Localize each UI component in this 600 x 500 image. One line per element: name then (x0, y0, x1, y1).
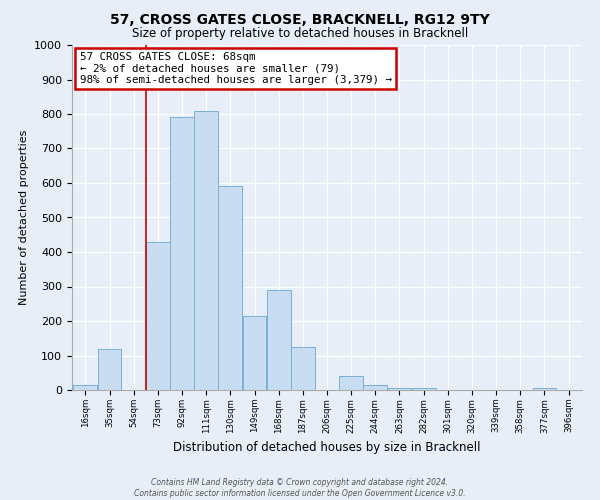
Y-axis label: Number of detached properties: Number of detached properties (19, 130, 29, 305)
Bar (218, 186, 242, 390)
Bar (339, 376, 363, 390)
Bar (73, 385, 97, 390)
Bar (194, 110, 218, 390)
Bar (533, 388, 556, 390)
Text: Contains HM Land Registry data © Crown copyright and database right 2024.
Contai: Contains HM Land Registry data © Crown c… (134, 478, 466, 498)
Bar (267, 290, 290, 390)
Text: Size of property relative to detached houses in Bracknell: Size of property relative to detached ho… (132, 28, 468, 40)
Bar (98, 348, 121, 390)
Bar (364, 385, 387, 390)
Bar (146, 242, 170, 390)
Text: 57 CROSS GATES CLOSE: 68sqm
← 2% of detached houses are smaller (79)
98% of semi: 57 CROSS GATES CLOSE: 68sqm ← 2% of deta… (80, 52, 392, 85)
Bar (388, 388, 412, 390)
Text: 57, CROSS GATES CLOSE, BRACKNELL, RG12 9TY: 57, CROSS GATES CLOSE, BRACKNELL, RG12 9… (110, 12, 490, 26)
Bar (170, 118, 194, 390)
Bar (412, 388, 436, 390)
Bar (291, 347, 315, 390)
Bar (242, 316, 266, 390)
X-axis label: Distribution of detached houses by size in Bracknell: Distribution of detached houses by size … (173, 441, 481, 454)
